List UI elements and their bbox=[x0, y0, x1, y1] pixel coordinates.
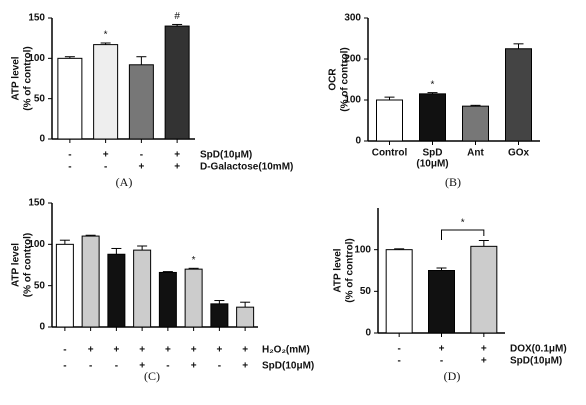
significance-marker: * bbox=[431, 79, 435, 90]
y-tick-label: 100 bbox=[354, 244, 371, 255]
condition-sign: + bbox=[242, 361, 248, 372]
x-tick-sublabel: (10μM) bbox=[416, 159, 448, 170]
y-axis-label: ATP level bbox=[11, 243, 22, 287]
condition-sign: + bbox=[139, 361, 145, 372]
bar bbox=[133, 249, 152, 328]
condition-sign: + bbox=[113, 345, 119, 356]
y-axis-label: OCR bbox=[328, 68, 339, 91]
bar bbox=[93, 44, 119, 140]
y-tick-label: 150 bbox=[28, 198, 45, 209]
bar bbox=[128, 64, 154, 140]
bar bbox=[376, 99, 403, 142]
condition-sign: + bbox=[242, 345, 248, 356]
condition-sign: - bbox=[63, 361, 66, 372]
condition-sign: + bbox=[481, 344, 487, 355]
condition-label: DOX(0.1μM) bbox=[510, 344, 567, 355]
condition-sign: - bbox=[440, 356, 443, 367]
bar bbox=[210, 303, 229, 328]
condition-sign: + bbox=[481, 356, 487, 367]
panel-label: (A) bbox=[116, 175, 133, 189]
x-tick-label: Control bbox=[372, 148, 408, 159]
condition-sign: + bbox=[139, 345, 145, 356]
bar bbox=[505, 48, 532, 142]
condition-sign: - bbox=[68, 150, 71, 161]
y-tick-label: 0 bbox=[355, 136, 361, 147]
bar bbox=[81, 235, 100, 328]
condition-label: SpD(10μM) bbox=[200, 150, 252, 161]
y-tick-label: 50 bbox=[360, 286, 372, 297]
bar bbox=[57, 57, 83, 140]
condition-sign: - bbox=[68, 162, 71, 173]
bar bbox=[428, 270, 455, 334]
y-tick-label: 0 bbox=[39, 134, 45, 145]
y-tick-label: 50 bbox=[34, 93, 46, 104]
condition-sign: + bbox=[191, 345, 197, 356]
significance-marker: * bbox=[192, 255, 196, 266]
condition-sign: + bbox=[174, 162, 180, 173]
y-axis-label: (% of control) bbox=[23, 233, 34, 297]
condition-sign: - bbox=[397, 344, 400, 355]
x-tick-label: SpD bbox=[423, 148, 443, 159]
condition-sign: + bbox=[191, 361, 197, 372]
condition-sign: + bbox=[138, 162, 144, 173]
y-axis-label: (% of control) bbox=[340, 47, 351, 111]
condition-sign: + bbox=[439, 344, 445, 355]
bar bbox=[184, 268, 203, 328]
y-axis-label: ATP level bbox=[11, 56, 22, 100]
significance-marker: # bbox=[174, 11, 180, 22]
x-tick-label: Ant bbox=[467, 148, 484, 159]
bracket bbox=[441, 229, 485, 240]
y-tick-label: 100 bbox=[28, 239, 45, 250]
y-tick-label: 0 bbox=[39, 322, 45, 333]
panel-label: (B) bbox=[445, 175, 461, 189]
y-tick-label: 100 bbox=[344, 95, 361, 106]
condition-sign: - bbox=[140, 150, 143, 161]
y-tick-label: 200 bbox=[344, 54, 361, 65]
y-tick-label: 50 bbox=[34, 280, 46, 291]
y-tick-label: 0 bbox=[365, 328, 371, 339]
bar bbox=[462, 105, 489, 142]
bar bbox=[107, 253, 126, 328]
condition-sign: - bbox=[166, 361, 169, 372]
condition-label: SpD(10μM) bbox=[510, 356, 562, 367]
condition-sign: - bbox=[115, 361, 118, 372]
panel-label: (C) bbox=[144, 369, 160, 383]
bar bbox=[419, 93, 446, 142]
condition-sign: + bbox=[216, 345, 222, 356]
condition-sign: - bbox=[218, 361, 221, 372]
condition-sign: + bbox=[103, 150, 109, 161]
bar bbox=[55, 243, 74, 328]
condition-sign: + bbox=[88, 345, 94, 356]
condition-sign: + bbox=[165, 345, 171, 356]
condition-sign: + bbox=[174, 150, 180, 161]
x-tick-label: GOx bbox=[508, 148, 530, 159]
bar bbox=[164, 25, 190, 140]
bar bbox=[470, 245, 498, 334]
y-axis-label: (% of control) bbox=[345, 238, 356, 302]
y-tick-label: 300 bbox=[344, 13, 361, 24]
condition-sign: - bbox=[397, 356, 400, 367]
bracket-label: * bbox=[461, 218, 465, 229]
panel-label: (D) bbox=[444, 369, 461, 383]
y-tick-label: 150 bbox=[28, 13, 45, 24]
condition-label: D-Galactose(10mM) bbox=[200, 162, 293, 173]
condition-label: H₂O₂(mM) bbox=[262, 345, 310, 356]
significance-marker: * bbox=[104, 30, 108, 41]
condition-sign: - bbox=[104, 162, 107, 173]
condition-sign: - bbox=[63, 345, 66, 356]
y-axis-label: (% of control) bbox=[23, 46, 34, 110]
bar bbox=[385, 249, 413, 334]
condition-label: SpD(10μM) bbox=[262, 361, 314, 372]
condition-sign: - bbox=[89, 361, 92, 372]
bar bbox=[236, 306, 255, 328]
bar bbox=[158, 271, 177, 328]
y-axis-label: ATP level bbox=[333, 248, 344, 292]
y-tick-label: 100 bbox=[28, 53, 45, 64]
